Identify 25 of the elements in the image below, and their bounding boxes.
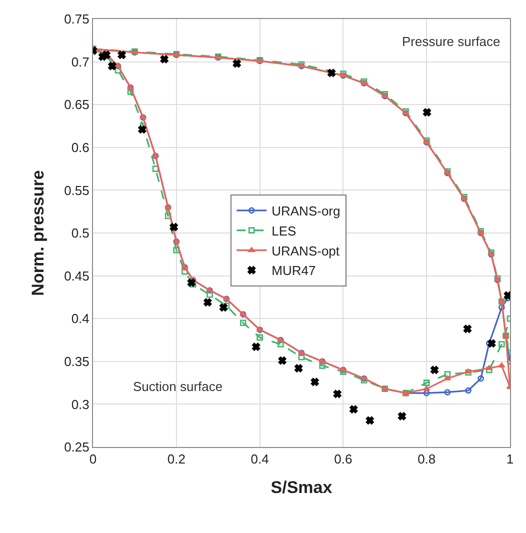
y-axis-title: Norm. pressure <box>28 170 48 296</box>
x-axis-title: S/Smax <box>270 478 333 497</box>
legend-label: URANS-org <box>272 204 340 218</box>
annotation: Pressure surface <box>402 34 500 49</box>
x-tick-label: 1 <box>506 452 514 467</box>
y-tick-label: 0.35 <box>64 354 90 369</box>
y-tick-label: 0.6 <box>71 140 90 155</box>
x-tick-label: 0.4 <box>250 452 269 467</box>
legend-label: URANS-opt <box>272 243 340 258</box>
y-tick-label: 0.5 <box>71 226 90 241</box>
y-tick-label: 0.4 <box>71 311 90 326</box>
y-tick-label: 0.25 <box>64 440 90 455</box>
x-tick-label: 0.6 <box>334 452 352 467</box>
y-tick-label: 0.45 <box>64 268 90 284</box>
y-tick-label: 0.55 <box>64 182 90 198</box>
annotation: Suction surface <box>133 379 223 394</box>
y-tick-label: 0.3 <box>71 396 90 412</box>
legend-label: MUR47 <box>272 263 316 278</box>
x-tick-label: 0 <box>89 452 97 467</box>
y-tick-label: 0.65 <box>64 97 90 112</box>
y-tick-label: 0.75 <box>64 12 90 27</box>
x-tick-label: 0.2 <box>167 452 186 467</box>
legend-label: LES <box>272 223 297 238</box>
x-tick-label: 0.8 <box>418 452 436 467</box>
y-tick-label: 0.7 <box>71 54 90 70</box>
